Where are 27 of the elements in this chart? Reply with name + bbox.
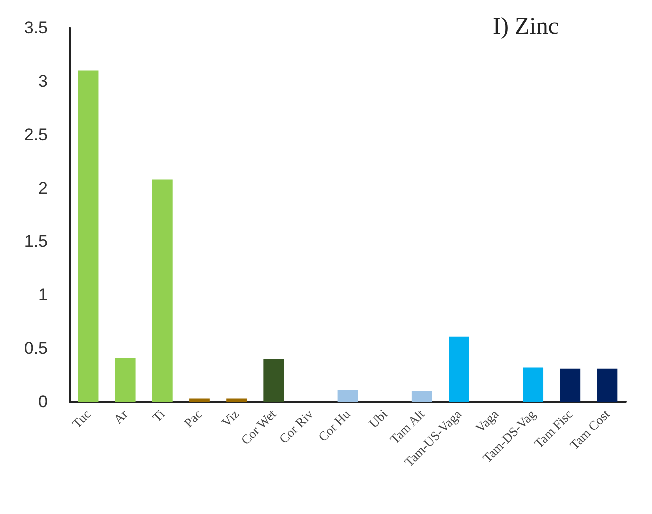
x-tick-label: Tuc: [69, 406, 94, 432]
bar: [449, 336, 470, 402]
bar: [560, 368, 581, 402]
y-tick-label: 2: [38, 178, 48, 198]
y-tick-label: 3: [38, 72, 48, 91]
y-tick-label: 1: [38, 286, 48, 305]
y-tick-label: 2.5: [24, 125, 48, 144]
bar: [190, 398, 210, 402]
x-tick-label: Ubi: [366, 406, 391, 432]
bar: [412, 391, 432, 402]
bar: [78, 70, 99, 402]
bar: [523, 368, 544, 402]
bar: [338, 390, 358, 402]
chart-title: I) Zinc: [493, 14, 560, 40]
bar: [226, 398, 247, 402]
x-tick-label: Pac: [181, 406, 206, 431]
bar: [115, 358, 136, 402]
x-tick-label: Ti: [150, 406, 168, 426]
y-tick-label: 3.5: [24, 18, 48, 38]
x-tick-label: Ar: [110, 406, 132, 427]
bar: [597, 368, 618, 402]
bar: [152, 180, 173, 402]
x-tick-label: Cor Hu: [315, 406, 354, 445]
y-tick-label: 0.5: [24, 339, 48, 358]
y-tick-label: 1.5: [24, 232, 48, 252]
bar: [264, 359, 284, 402]
y-tick-label: 0: [38, 392, 48, 412]
